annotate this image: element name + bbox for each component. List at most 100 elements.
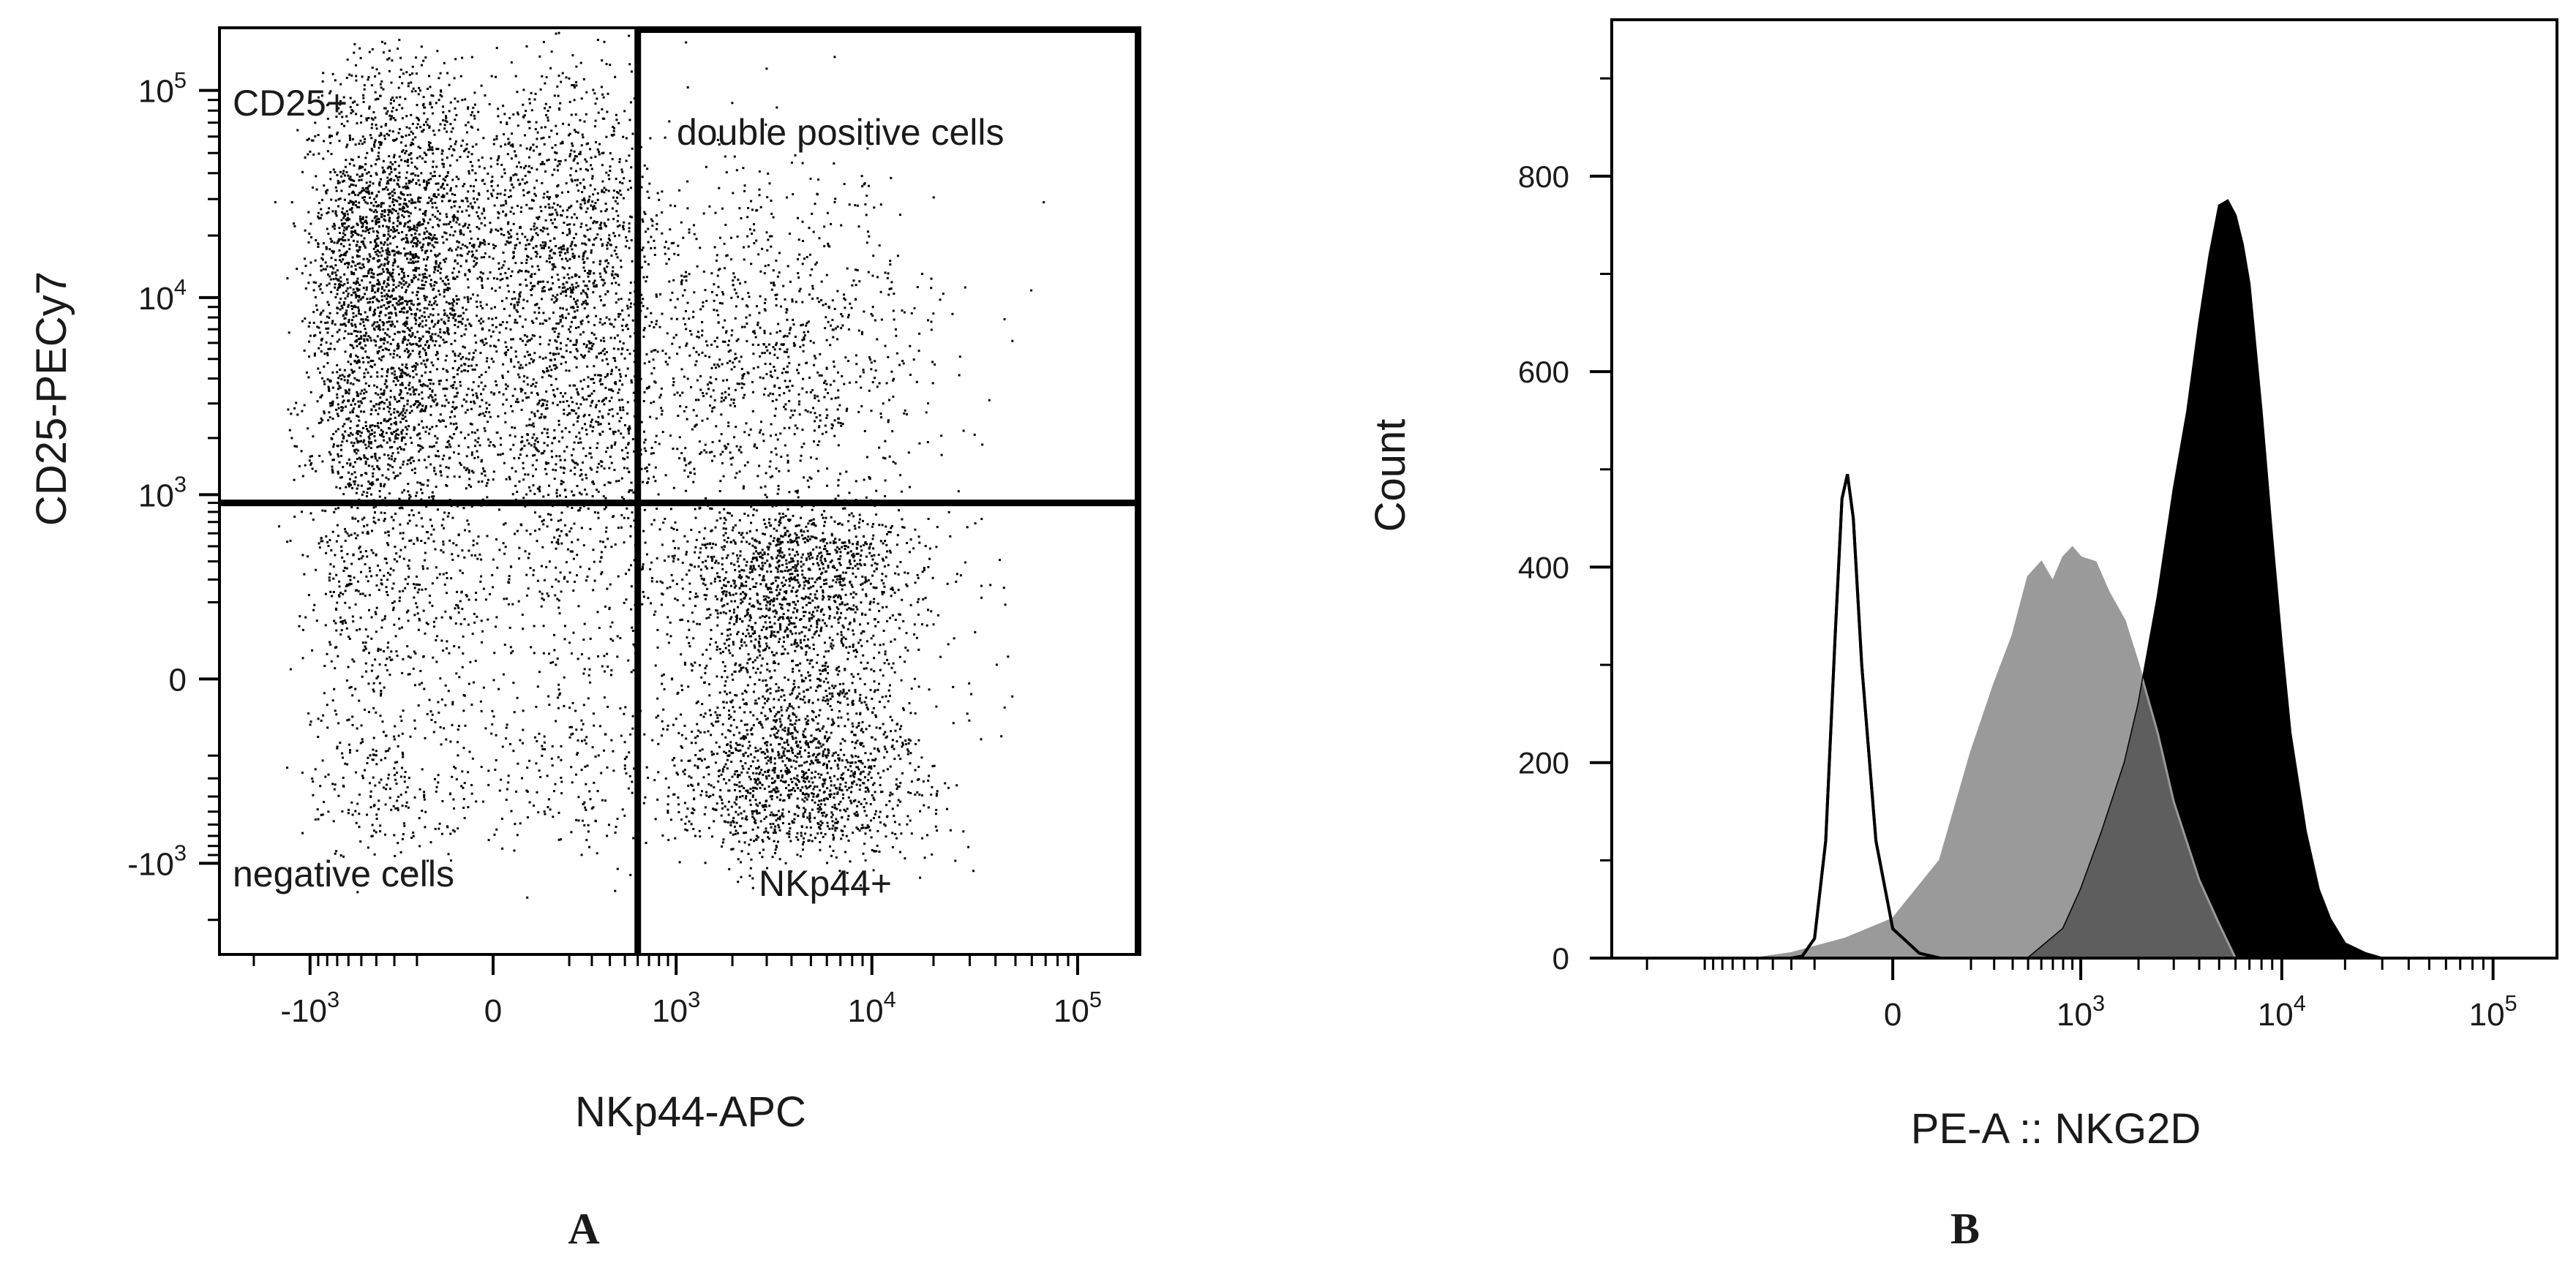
scatter-dot bbox=[580, 144, 583, 147]
scatter-dot bbox=[421, 397, 424, 400]
scatter-dot bbox=[598, 399, 600, 402]
scatter-dot bbox=[557, 160, 560, 162]
scatter-dot bbox=[590, 252, 593, 254]
scatter-dot bbox=[363, 439, 366, 442]
scatter-dot bbox=[356, 441, 359, 444]
scatter-dot bbox=[343, 301, 345, 304]
scatter-dot bbox=[616, 334, 619, 337]
scatter-dot bbox=[538, 490, 541, 493]
scatter-dot bbox=[373, 339, 376, 342]
scatter-dot bbox=[422, 129, 425, 131]
scatter-dot bbox=[367, 481, 370, 483]
scatter-dot bbox=[512, 251, 515, 254]
scatter-dot bbox=[540, 210, 543, 213]
scatter-dot bbox=[380, 86, 383, 89]
scatter-dot bbox=[535, 255, 538, 258]
scatter-dot bbox=[339, 255, 342, 257]
scatter-dot bbox=[398, 128, 401, 131]
scatter-dot bbox=[387, 182, 390, 185]
scatter-dot bbox=[579, 437, 582, 440]
scatter-dot bbox=[484, 243, 487, 246]
scatter-dot bbox=[388, 192, 391, 195]
scatter-dot bbox=[454, 200, 457, 203]
scatter-dot bbox=[588, 347, 590, 350]
scatter-dot bbox=[397, 232, 400, 235]
scatter-dot bbox=[407, 373, 410, 376]
scatter-dot bbox=[554, 144, 557, 146]
scatter-dot bbox=[462, 306, 464, 309]
scatter-dot bbox=[372, 204, 375, 207]
scatter-dot bbox=[558, 535, 561, 538]
scatter-dot bbox=[564, 392, 567, 395]
scatter-dot bbox=[521, 339, 524, 342]
scatter-dot bbox=[375, 158, 378, 161]
scatter-dot bbox=[525, 530, 528, 532]
scatter-dot bbox=[549, 67, 552, 69]
scatter-dot bbox=[328, 92, 331, 95]
scatter-dot bbox=[517, 271, 519, 274]
scatter-dot bbox=[495, 135, 498, 137]
scatter-dot bbox=[401, 136, 404, 138]
scatter-dot bbox=[593, 272, 596, 275]
scatter-dot bbox=[351, 260, 354, 263]
scatter-dot bbox=[402, 463, 405, 466]
scatter-dot bbox=[495, 345, 497, 348]
scatter-dot bbox=[530, 91, 533, 94]
scatter-dot bbox=[560, 392, 563, 394]
scatter-dot bbox=[551, 213, 554, 216]
scatter-dot bbox=[347, 361, 350, 363]
scatter-dot bbox=[598, 321, 601, 324]
scatter-dot bbox=[464, 274, 467, 276]
scatter-dot bbox=[420, 223, 423, 226]
scatter-dot bbox=[362, 287, 365, 290]
scatter-dot bbox=[430, 304, 433, 306]
scatter-dot bbox=[596, 442, 599, 445]
scatter-dot bbox=[396, 347, 399, 350]
scatter-dot bbox=[542, 196, 545, 199]
scatter-dot bbox=[345, 218, 348, 221]
scatter-dot bbox=[500, 176, 503, 178]
scatter-dot bbox=[463, 296, 466, 299]
scatter-dot bbox=[345, 226, 348, 229]
scatter-dot bbox=[536, 393, 539, 396]
scatter-dot bbox=[499, 453, 502, 456]
scatter-dot bbox=[454, 313, 457, 316]
scatter-dot bbox=[358, 419, 361, 422]
scatter-dot bbox=[617, 234, 620, 237]
scatter-dot bbox=[352, 398, 355, 401]
scatter-dot bbox=[399, 390, 402, 393]
scatter-dot bbox=[468, 270, 471, 273]
scatter-dot bbox=[443, 231, 446, 234]
scatter-dot bbox=[651, 219, 654, 222]
scatter-dot bbox=[394, 416, 397, 419]
scatter-dot bbox=[607, 241, 609, 244]
scatter-dot bbox=[345, 210, 348, 213]
scatter-dot bbox=[319, 331, 321, 334]
scatter-dot bbox=[424, 250, 427, 253]
scatter-dot bbox=[304, 287, 307, 290]
scatter-dot bbox=[438, 290, 440, 293]
scatter-dot bbox=[359, 191, 362, 194]
scatter-dot bbox=[308, 340, 310, 343]
scatter-dot bbox=[372, 111, 375, 113]
scatter-dot bbox=[319, 313, 322, 316]
scatter-dot bbox=[346, 462, 349, 464]
scatter-dot bbox=[409, 253, 412, 256]
scatter-dot bbox=[531, 334, 534, 336]
scatter-dot bbox=[467, 224, 470, 226]
scatter-dot bbox=[388, 273, 391, 276]
scatter-dot bbox=[422, 426, 425, 429]
scatter-dot bbox=[356, 287, 358, 290]
scatter-dot bbox=[407, 339, 410, 342]
scatter-dot bbox=[545, 390, 548, 393]
scatter-dot bbox=[544, 107, 547, 110]
scatter-dot bbox=[427, 304, 430, 306]
scatter-dot bbox=[575, 81, 578, 83]
scatter-dot bbox=[462, 139, 464, 142]
scatter-dot bbox=[367, 430, 370, 433]
scatter-dot bbox=[410, 157, 413, 160]
scatter-dot bbox=[478, 245, 481, 248]
scatter-dot bbox=[607, 237, 610, 240]
scatter-dot bbox=[312, 139, 315, 142]
scatter-dot bbox=[509, 236, 512, 238]
